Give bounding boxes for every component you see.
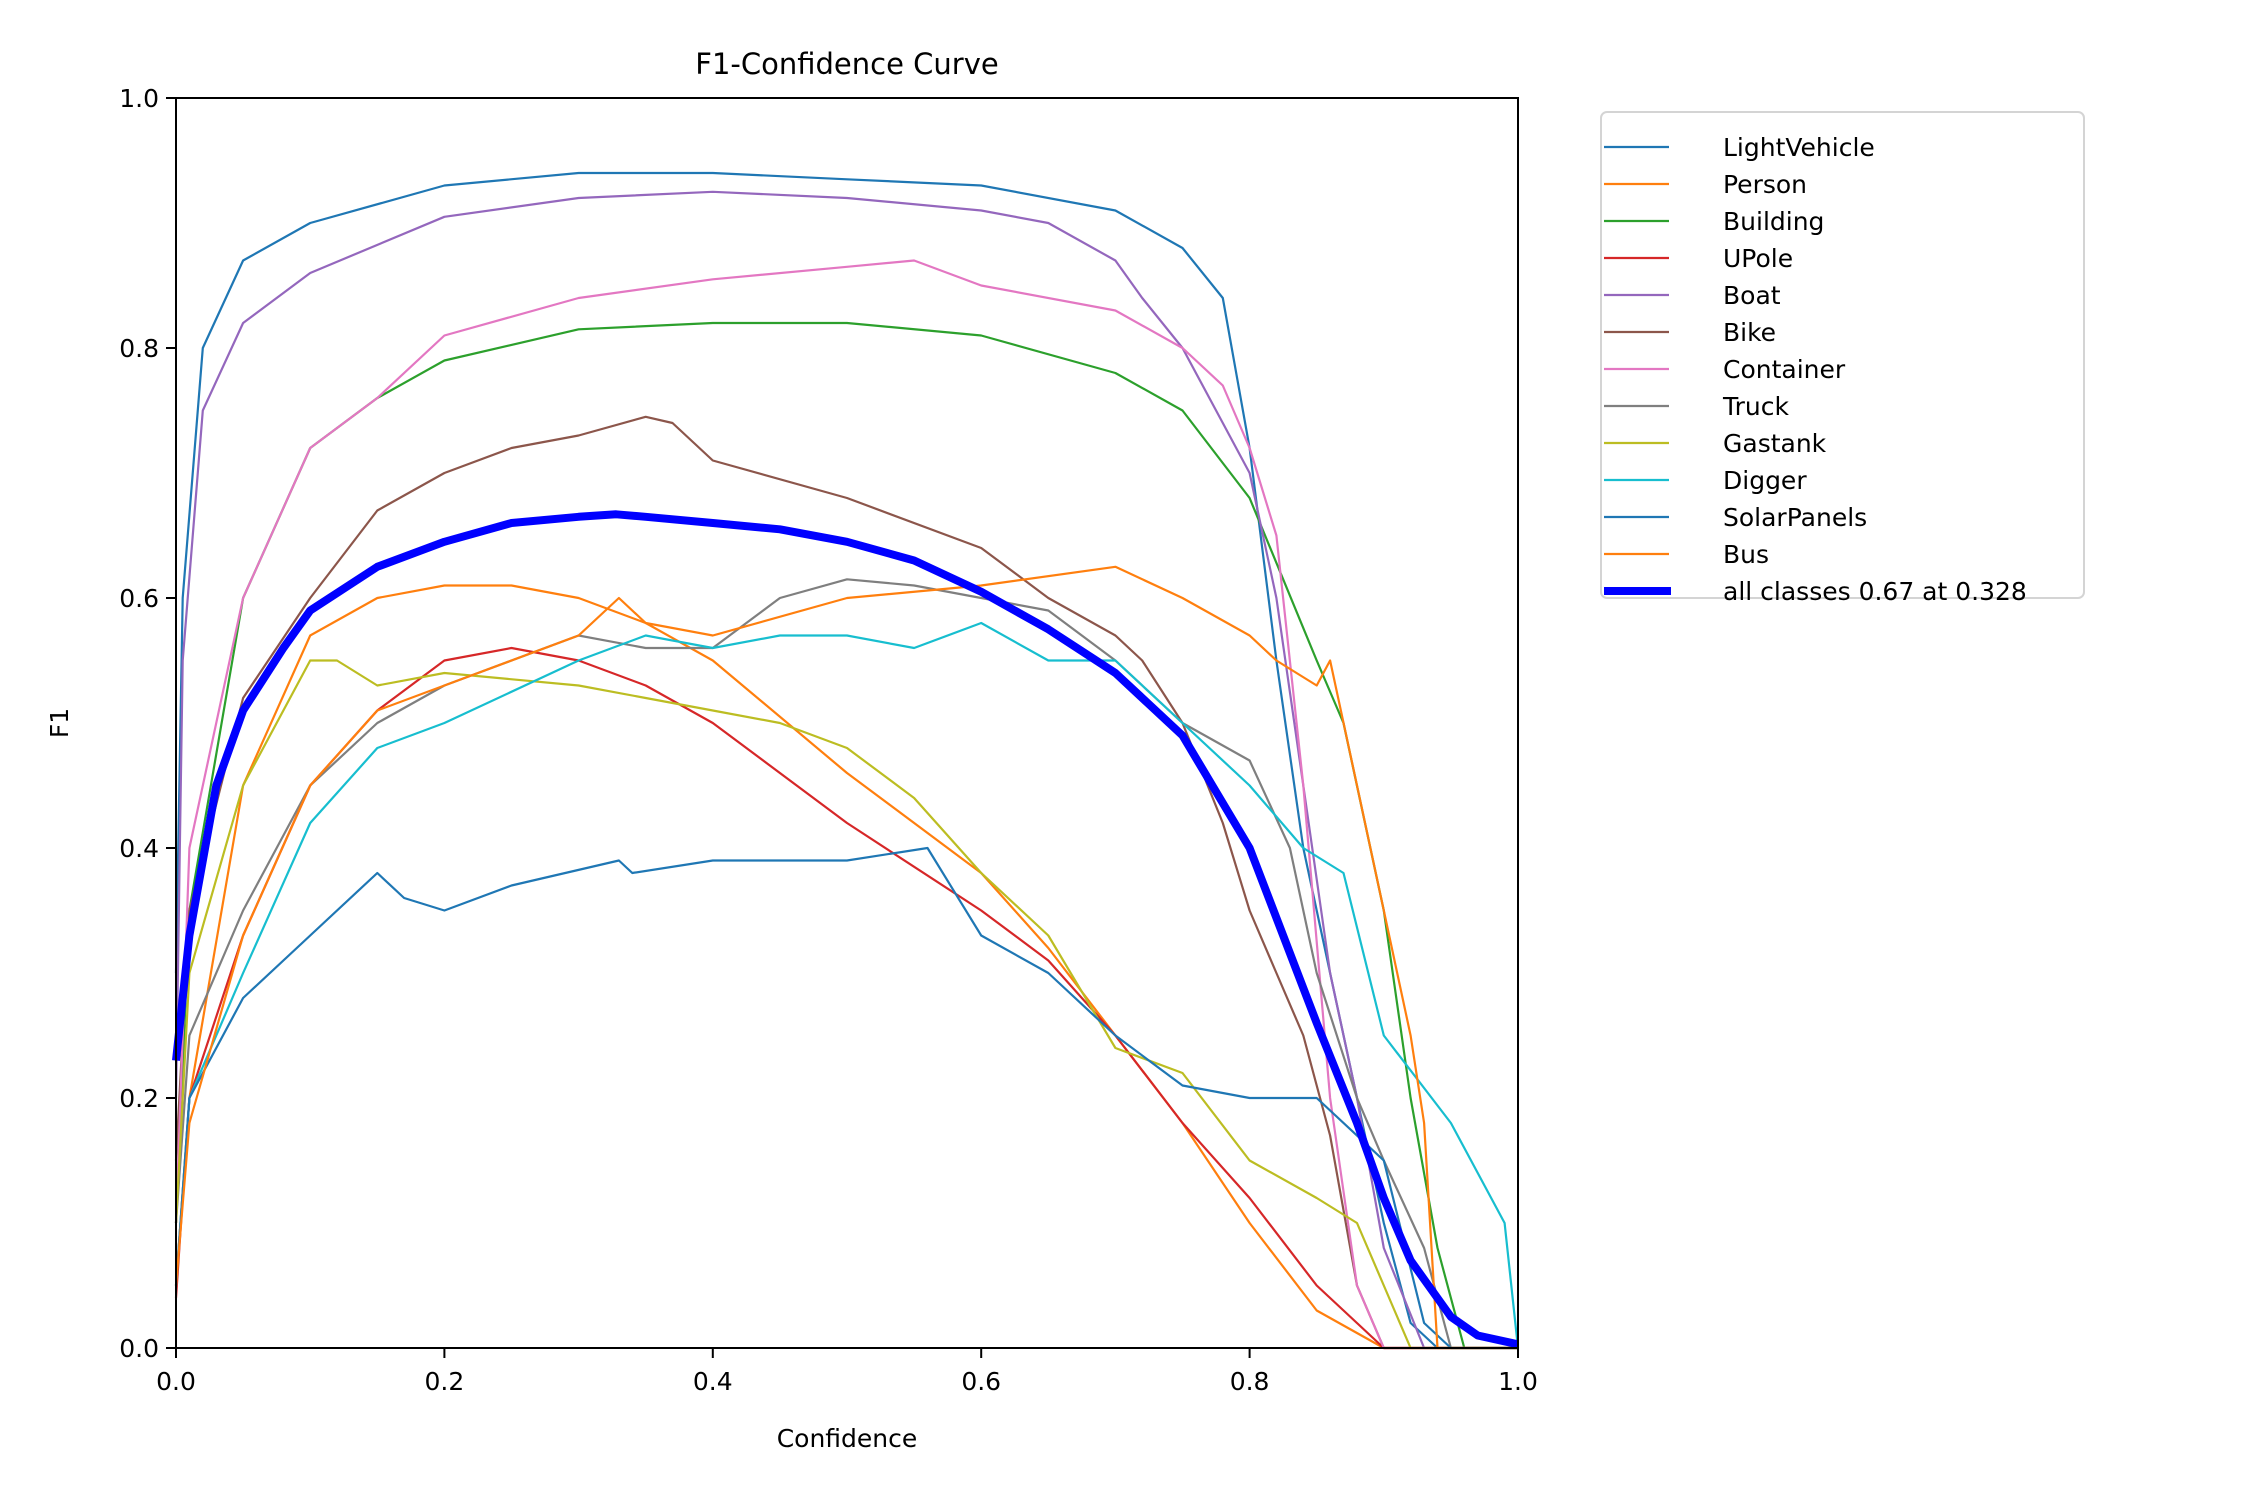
legend-box xyxy=(1600,111,2085,599)
chart-title: F1-Confidence Curve xyxy=(695,47,998,81)
legend-label: SolarPanels xyxy=(1723,503,1867,532)
y-tick-label: 0.4 xyxy=(119,834,159,863)
series-line-bus xyxy=(174,565,1518,1350)
legend-label: Boat xyxy=(1723,281,1781,310)
series-lines xyxy=(172,171,1520,1350)
series-line-boat xyxy=(174,190,1518,1350)
series-line-lightvehicle xyxy=(174,171,1518,1350)
y-axis: 0.0 0.2 0.4 0.6 0.8 1.0 xyxy=(119,84,176,1363)
legend: LightVehicle Person Building UPole Boat Bike C… xyxy=(1600,111,2085,606)
legend-label: Bus xyxy=(1723,540,1769,569)
series-line-solarpanels xyxy=(174,846,1518,1350)
legend-label: Container xyxy=(1723,355,1846,384)
series-line-building xyxy=(174,321,1518,1350)
legend-label: Building xyxy=(1723,207,1824,236)
series-line-container xyxy=(174,259,1518,1350)
series-line-upole xyxy=(174,646,1518,1350)
series-line-digger xyxy=(174,621,1520,1349)
legend-label: Bike xyxy=(1723,318,1776,347)
x-axis-label: Confidence xyxy=(777,1424,918,1453)
y-tick-label: 0.6 xyxy=(119,584,159,613)
legend-label: all classes 0.67 at 0.328 xyxy=(1723,577,2027,606)
y-tick-label: 0.8 xyxy=(119,334,159,363)
x-tick-label: 0.2 xyxy=(425,1367,465,1396)
series-line-gastank xyxy=(174,659,1518,1350)
x-axis: 0.0 0.2 0.4 0.6 0.8 1.0 xyxy=(156,1348,1538,1396)
x-tick-label: 0.4 xyxy=(693,1367,733,1396)
x-tick-label: 0.0 xyxy=(156,1367,196,1396)
series-line-truck xyxy=(174,578,1518,1350)
legend-label: Truck xyxy=(1722,392,1789,421)
y-tick-label: 0.0 xyxy=(119,1334,159,1363)
legend-label: Gastank xyxy=(1723,429,1827,458)
legend-label: UPole xyxy=(1723,244,1793,273)
y-tick-label: 0.2 xyxy=(119,1084,159,1113)
plot-frame xyxy=(175,97,1519,1349)
legend-label: Digger xyxy=(1723,466,1807,495)
y-tick-label: 1.0 xyxy=(119,84,159,113)
series-line-person xyxy=(174,584,1518,1350)
legend-label: LightVehicle xyxy=(1723,133,1875,162)
x-tick-label: 0.6 xyxy=(961,1367,1001,1396)
series-line-all-classes xyxy=(172,510,1519,1349)
x-tick-label: 0.8 xyxy=(1230,1367,1270,1396)
legend-label: Person xyxy=(1723,170,1807,199)
series-line-bike xyxy=(174,415,1518,1350)
y-axis-label: F1 xyxy=(45,708,74,738)
x-tick-label: 1.0 xyxy=(1498,1367,1538,1396)
